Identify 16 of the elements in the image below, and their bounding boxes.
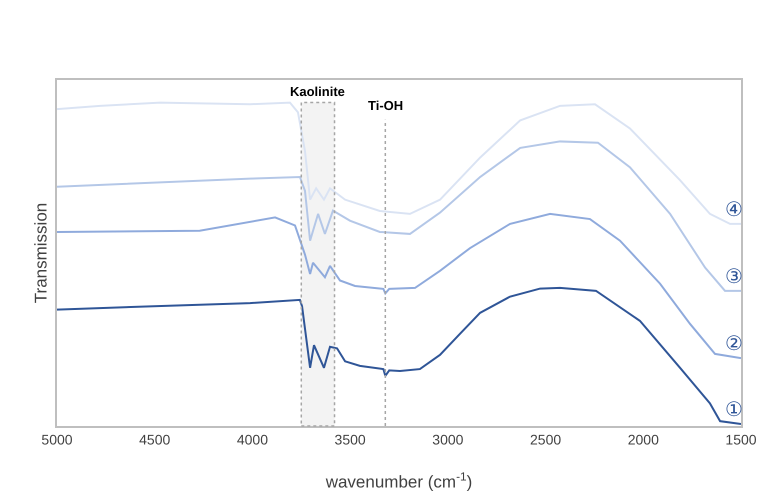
- x-tick-label: 4000: [236, 432, 268, 448]
- ref-line-label: Ti-OH: [368, 98, 404, 113]
- y-axis-title: Transmission: [31, 202, 50, 304]
- series-label: ①: [725, 397, 743, 421]
- x-tick-label: 4500: [139, 432, 170, 448]
- x-tick-label: 2500: [530, 432, 562, 448]
- x-tick-label: 5000: [41, 432, 73, 448]
- x-tick-label: 3000: [432, 432, 464, 448]
- series-label: ③: [725, 264, 743, 288]
- x-axis-title: wavenumber (cm$^{-1}$): [324, 469, 472, 492]
- band-label: Kaolinite: [290, 84, 345, 99]
- x-tick-label: 3500: [334, 432, 366, 448]
- x-tick-label: 1500: [725, 432, 757, 448]
- series-label: ④: [725, 197, 743, 221]
- x-tick-label: 2000: [628, 432, 660, 448]
- series-label: ②: [725, 331, 743, 355]
